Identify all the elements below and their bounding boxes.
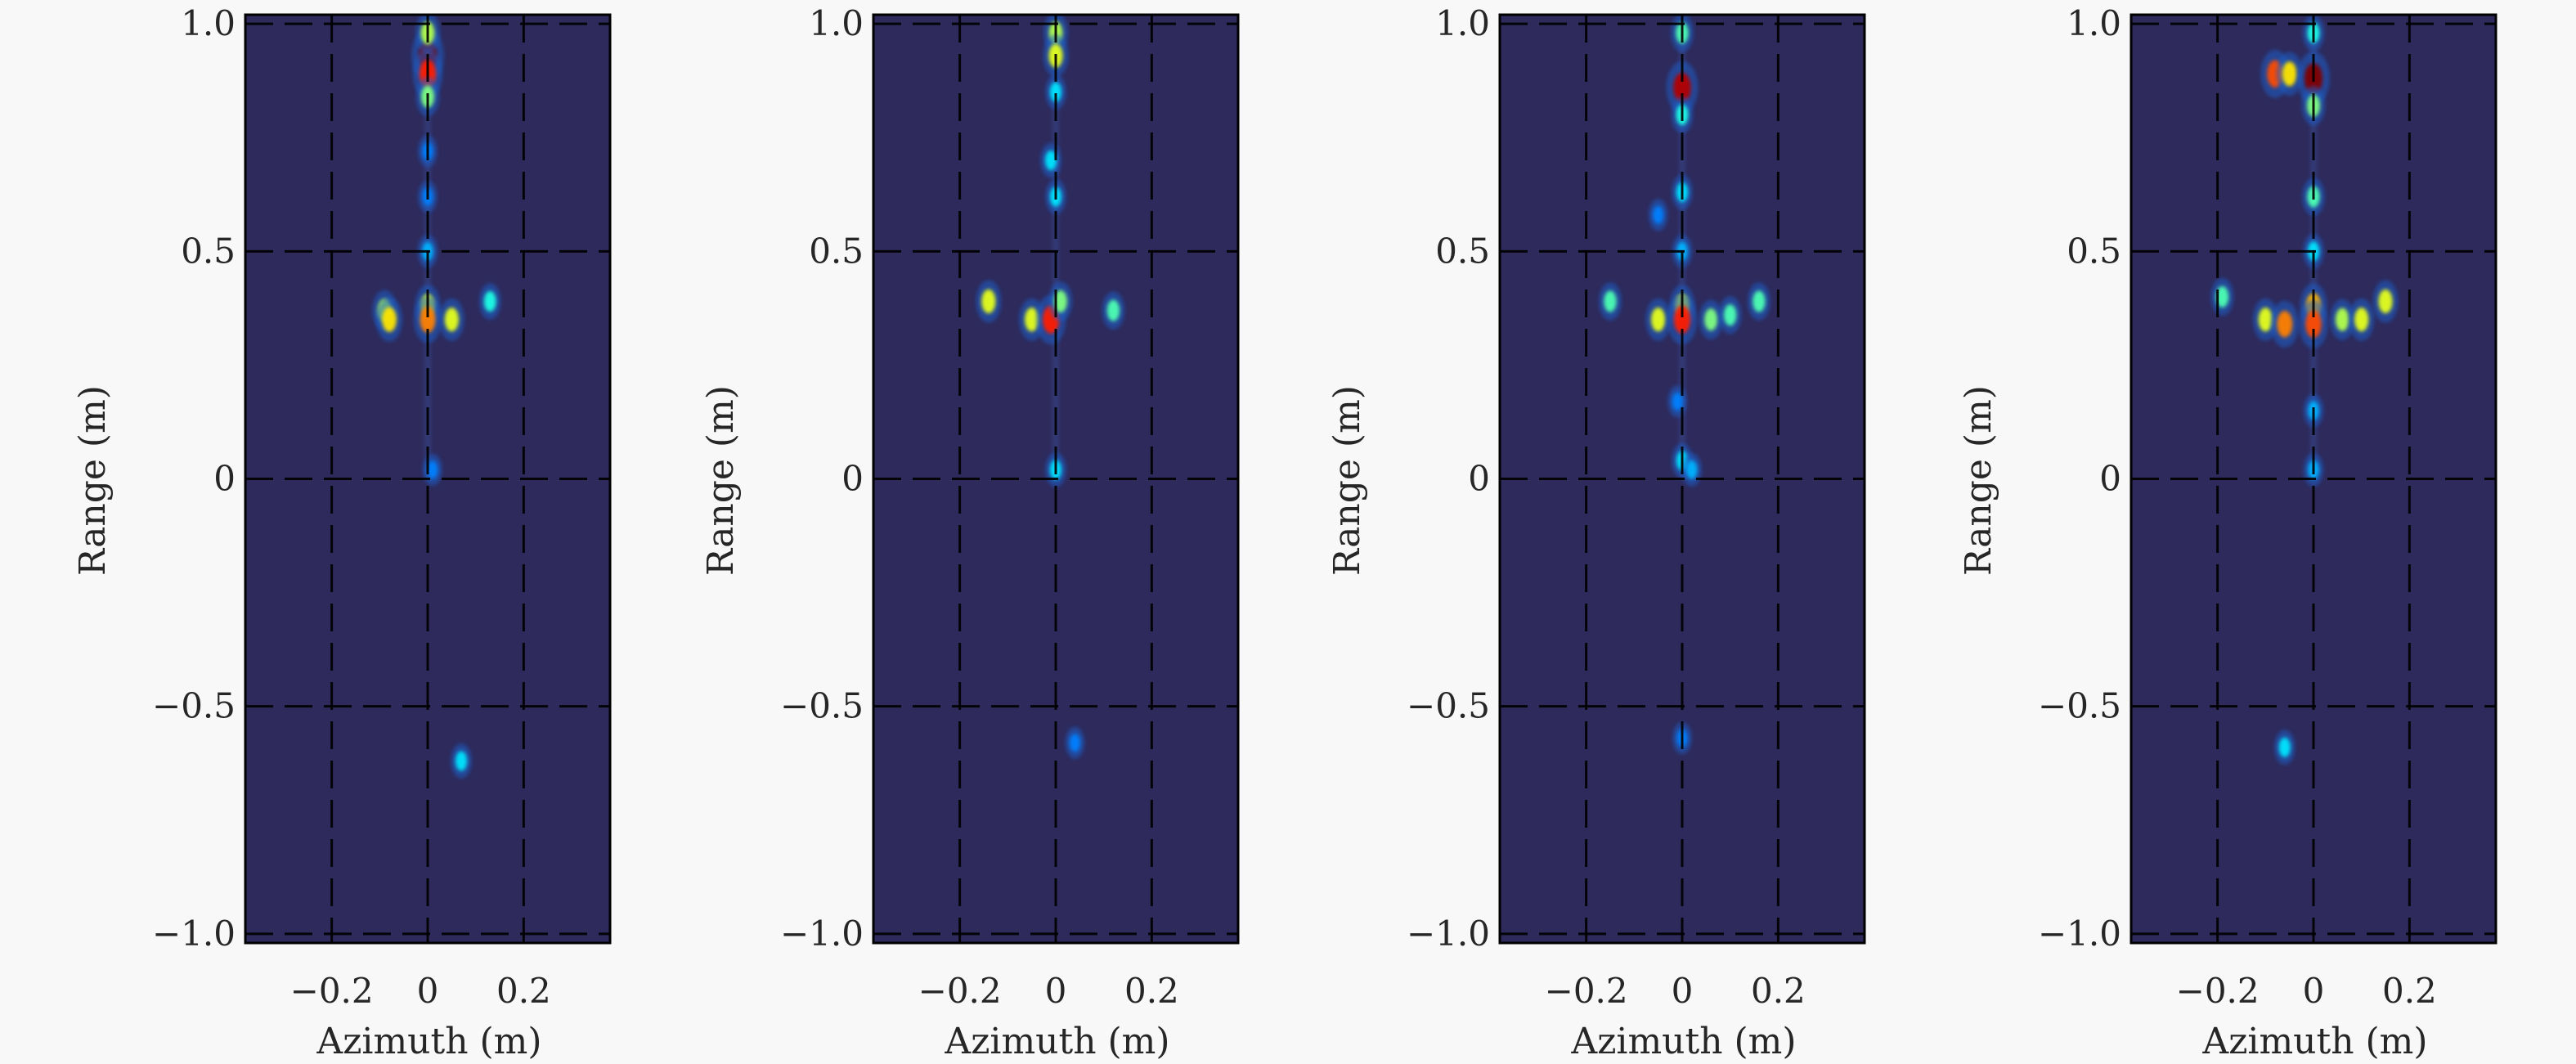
scatterer-point	[1053, 290, 1067, 313]
x-tick-label: −0.2	[1545, 971, 1628, 1011]
scatterer-point	[483, 290, 496, 312]
x-axis-label: Azimuth (m)	[316, 1021, 541, 1062]
scatterer-point	[1723, 304, 1737, 326]
radar-panel-4: −1.0 −0.5 0 0.5 1.0 −0.2 0 0.2 Azimuth (m) Range …	[1958, 3, 2497, 1062]
y-axis-label: Range (m)	[1326, 385, 1368, 576]
x-tick-label: −0.2	[290, 971, 374, 1011]
radar-panel-2: −1.0 −0.5 0 0.5 1.0 −0.2 0 0.2 Azimuth (m) Range …	[700, 3, 1240, 1062]
y-tick-label: −1.0	[1407, 914, 1490, 954]
scatterer-point	[2258, 308, 2273, 332]
y-axis-label: Range (m)	[1958, 385, 1999, 576]
scatterer-point	[1025, 308, 1039, 332]
scatterer-point	[444, 308, 459, 332]
scatterer-point	[1685, 460, 1698, 479]
scatterer-point	[1673, 305, 1691, 334]
y-tick-label: 0.5	[1435, 231, 1490, 271]
plot-frame	[2129, 13, 2497, 945]
x-tick-label: 0	[1045, 971, 1067, 1011]
y-tick-label: 1.0	[2067, 3, 2121, 43]
x-axis-label: Azimuth (m)	[1570, 1021, 1796, 1062]
scatterer-point	[2354, 308, 2369, 332]
y-tick-label: 0	[841, 459, 864, 499]
scatterer-point	[1069, 734, 1080, 752]
scatterer-point	[1704, 308, 1718, 331]
scatterer-point	[1752, 290, 1766, 312]
x-tick-label: −0.2	[918, 971, 1002, 1011]
y-tick-label: 0	[2099, 459, 2121, 499]
y-tick-label: 1.0	[181, 3, 236, 43]
scatterer-point	[2335, 308, 2349, 331]
x-tick-label: 0	[1672, 971, 1694, 1011]
y-tick-label: 1.0	[1435, 3, 1490, 43]
scatterer-point	[2277, 311, 2293, 338]
scatterer-point	[2282, 61, 2297, 87]
scatterer-point	[420, 306, 436, 333]
x-axis-label: Azimuth (m)	[944, 1021, 1169, 1062]
y-tick-label: −0.5	[152, 686, 236, 726]
y-tick-label: 0.5	[809, 231, 864, 271]
x-tick-label: 0	[2303, 971, 2325, 1011]
y-tick-label: −0.5	[1407, 686, 1490, 726]
y-tick-label: −1.0	[780, 914, 864, 954]
scatterer-point	[382, 307, 397, 332]
y-tick-label: 1.0	[809, 3, 864, 43]
scatterer-point	[2215, 285, 2229, 308]
scatterer-point	[1653, 205, 1664, 224]
plot-frame	[872, 13, 1240, 945]
scatterer-point	[2378, 289, 2393, 314]
y-tick-label: −1.0	[2038, 914, 2121, 954]
y-tick-label: −0.5	[780, 686, 864, 726]
scatterer-point	[1673, 72, 1691, 103]
radar-panel-1: −1.0 −0.5 0 0.5 1.0 −0.2 0 0.2 Azimuth (m) Range …	[72, 3, 612, 1062]
y-tick-label: −1.0	[152, 914, 236, 954]
scatterer-point	[2278, 737, 2291, 757]
radar-panel-3: −1.0 −0.5 0 0.5 1.0 −0.2 0 0.2 Azimuth (m) Range …	[1326, 3, 1866, 1062]
scatterer-point	[455, 751, 468, 771]
scatterer-point	[1045, 150, 1057, 171]
y-axis-label: Range (m)	[700, 385, 742, 576]
scatterer-point	[1106, 299, 1120, 321]
scatterer-point	[1049, 82, 1062, 102]
x-tick-label: 0.2	[496, 971, 551, 1011]
y-tick-label: 0.5	[181, 231, 236, 271]
y-tick-label: 0.5	[2067, 231, 2121, 271]
y-tick-label: 0	[1468, 459, 1490, 499]
y-tick-label: −0.5	[2038, 686, 2121, 726]
y-axis-label: Range (m)	[72, 385, 114, 576]
x-tick-label: 0	[417, 971, 439, 1011]
plot-frame	[1498, 13, 1866, 945]
x-tick-label: 0.2	[1751, 971, 1806, 1011]
scatterer-point	[2305, 310, 2322, 338]
x-tick-label: 0.2	[2382, 971, 2437, 1011]
scatterer-point	[981, 289, 996, 314]
scatterer-layer	[976, 15, 1125, 759]
x-axis-label: Azimuth (m)	[2201, 1021, 2427, 1062]
y-tick-label: 0	[213, 459, 236, 499]
scatterer-point	[1672, 392, 1683, 411]
scatterer-point	[1651, 308, 1666, 332]
x-tick-label: 0.2	[1124, 971, 1179, 1011]
x-tick-label: −0.2	[2176, 971, 2260, 1011]
scatterer-point	[1604, 290, 1617, 312]
scatterer-point	[427, 460, 438, 479]
plot-frame	[244, 13, 612, 945]
